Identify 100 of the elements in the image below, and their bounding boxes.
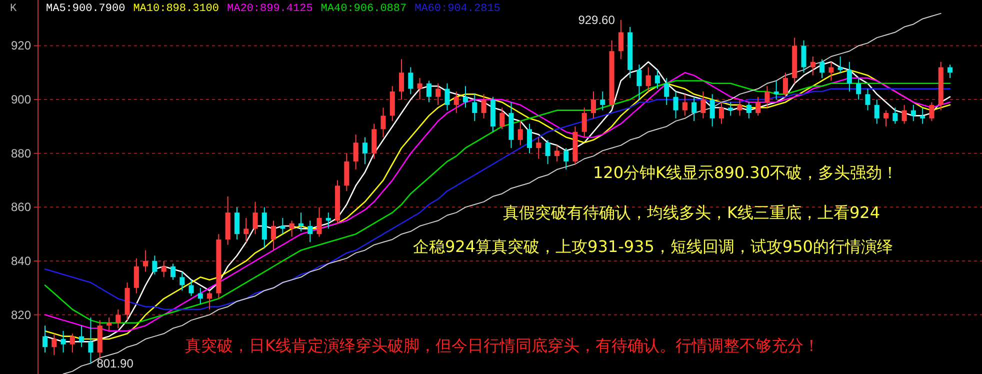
candlestick	[207, 290, 212, 310]
candlestick	[526, 123, 532, 154]
candlestick	[188, 279, 194, 296]
candlestick	[362, 136, 368, 165]
annotation: 801.90	[96, 356, 134, 371]
candlestick	[408, 66, 414, 95]
candlestick	[42, 325, 48, 353]
text: MA20:899.4125	[227, 3, 313, 15]
candlestick	[399, 58, 404, 100]
candlestick	[316, 206, 322, 238]
candlestick	[856, 78, 862, 100]
candlestick	[646, 66, 651, 92]
candlestick	[654, 69, 660, 90]
candlestick	[280, 217, 286, 235]
y-tick-label: 880	[10, 146, 32, 160]
candlestick	[774, 80, 779, 100]
candlestick	[636, 64, 642, 100]
candlestick	[682, 94, 688, 116]
y-tick-label: 820	[10, 308, 32, 322]
candlestick	[234, 206, 240, 240]
candlestick	[500, 107, 505, 130]
candlestick	[947, 64, 953, 79]
candlestick	[426, 80, 432, 103]
candlestick	[673, 90, 678, 119]
candlestick	[902, 104, 907, 124]
candlestick	[846, 61, 852, 92]
candlestick	[252, 201, 258, 235]
candlestick	[810, 56, 816, 76]
text: MA40:906.0887	[320, 3, 407, 15]
text: MA60:904.2815	[414, 3, 500, 15]
candlestick	[820, 58, 825, 79]
candlestick	[134, 258, 139, 294]
candlestick	[70, 333, 75, 353]
candlestick	[244, 217, 249, 243]
candlestick	[353, 134, 358, 170]
candlestick	[600, 90, 606, 111]
candlestick	[308, 220, 313, 243]
candlestick	[920, 107, 926, 124]
annotation: 929.60	[578, 12, 616, 27]
candlestick	[444, 82, 450, 111]
candlestick	[737, 99, 742, 116]
candlestick	[710, 94, 715, 127]
candlestick	[929, 102, 934, 122]
candlestick	[462, 86, 468, 108]
candlestick	[116, 308, 121, 329]
candlestick	[564, 147, 569, 170]
candlestick	[417, 78, 422, 100]
candlestick	[143, 250, 148, 272]
candlestick	[472, 94, 478, 122]
candlestick	[910, 104, 916, 122]
candlestick	[52, 333, 57, 356]
candlestick	[828, 61, 834, 82]
chart-title: K	[10, 3, 17, 15]
candlestick	[79, 325, 84, 348]
candlestick	[883, 110, 889, 127]
candlestick	[874, 99, 880, 124]
annotation: 真突破，日K线肯定演绎穿头破脚，但今日行情同底穿头，有待确认。行情调整不够充分！	[185, 336, 820, 355]
candlestick	[700, 90, 706, 119]
y-tick-label: 840	[10, 254, 32, 268]
candlestick	[718, 102, 724, 124]
candlestick	[518, 120, 523, 146]
candlestick	[298, 212, 304, 232]
line-series	[62, 12, 942, 374]
candlestick	[380, 107, 386, 138]
candlestick	[664, 78, 670, 106]
y-tick-label: 920	[10, 38, 32, 53]
candlestick	[892, 107, 898, 124]
candlestick	[764, 86, 770, 108]
candlestick	[88, 316, 94, 364]
candlestick	[618, 19, 624, 60]
candlestick	[106, 316, 112, 332]
candlestick	[454, 90, 459, 114]
candlestick	[161, 260, 166, 278]
candlestick	[756, 96, 761, 116]
candlestick	[60, 330, 66, 353]
candlestick	[180, 271, 185, 292]
annotation: 真假突破有待确认，均线多头，K线三重底，上看924	[503, 203, 880, 222]
candlestick	[198, 287, 203, 305]
candlestick	[170, 263, 176, 280]
candlestick	[554, 144, 560, 162]
candlestick	[271, 220, 276, 251]
candlestick	[289, 220, 294, 238]
candlestick	[436, 82, 441, 106]
candlestick	[782, 72, 788, 98]
candlestick	[326, 212, 331, 230]
candlestick	[545, 139, 550, 165]
text: MA5:900.7900	[46, 3, 126, 15]
candlestick	[152, 255, 158, 275]
candlestick	[838, 56, 843, 74]
y-tick-label: 860	[10, 200, 32, 214]
candlestick	[590, 90, 596, 119]
candlestick	[865, 88, 870, 111]
annotation: 企稳924算真突破，上攻931-935，短线回调，试攻950的行情演绎	[413, 237, 893, 256]
candlestick	[746, 102, 752, 119]
y-tick-label: 900	[10, 92, 32, 107]
candlestick	[582, 107, 587, 138]
text: MA10:898.3100	[133, 3, 220, 15]
candlestick	[692, 96, 697, 122]
annotation: 120分钟K线显示890.30不破，多头强劲！	[593, 163, 898, 182]
candlestick	[728, 102, 734, 116]
